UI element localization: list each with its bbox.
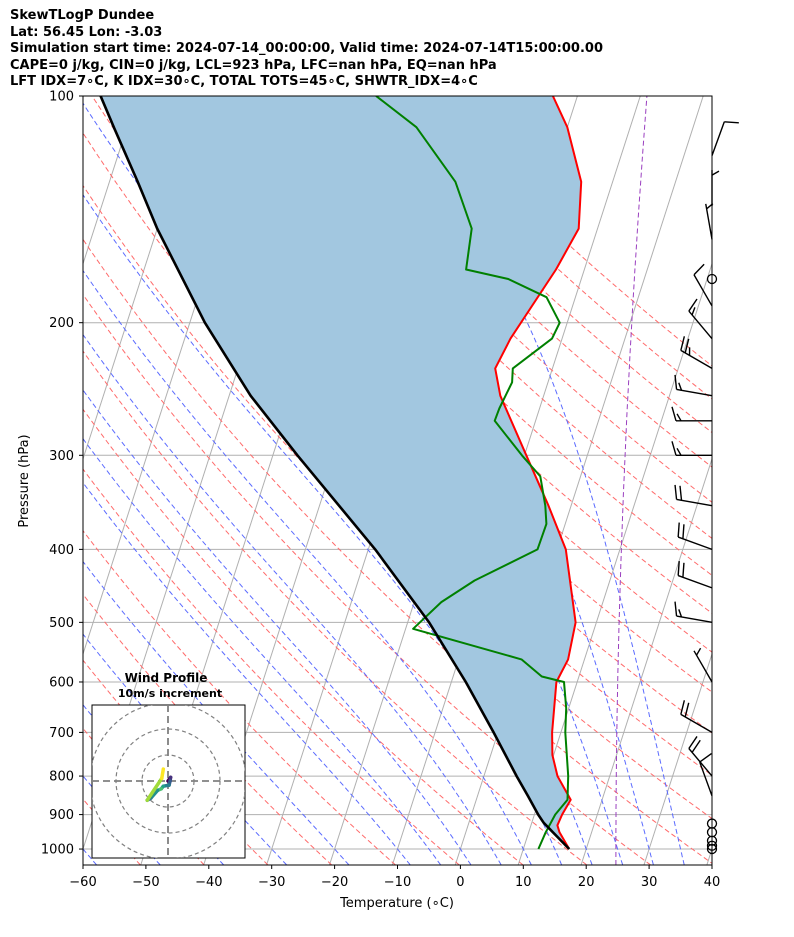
location-line: Lat: 56.45 Lon: -3.03 bbox=[10, 24, 163, 40]
wind-barb bbox=[674, 601, 713, 624]
isotherm-line bbox=[517, 262, 712, 865]
x-tick-label: 30 bbox=[641, 875, 658, 890]
mixing-ratio-line bbox=[615, 96, 648, 865]
x-tick-label: −30 bbox=[258, 875, 285, 890]
y-tick-label: 400 bbox=[49, 543, 74, 558]
time-line: Simulation start time: 2024-07-14_00:00:… bbox=[10, 41, 603, 56]
chart-title: SkewTLogP Dundee bbox=[10, 8, 155, 23]
dry-adiabat-line bbox=[83, 238, 712, 864]
dry-adiabat-line bbox=[83, 593, 333, 865]
wind-barb bbox=[706, 840, 718, 851]
wind-barb bbox=[706, 273, 718, 285]
wind-barb bbox=[706, 843, 718, 855]
dry-adiabat-line bbox=[83, 408, 524, 865]
wind-barb bbox=[671, 406, 712, 422]
wind-barb bbox=[688, 736, 713, 777]
dry-adiabat-line bbox=[319, 96, 712, 468]
moist-adiabat-line bbox=[83, 333, 502, 865]
y-tick-label: 300 bbox=[49, 449, 74, 464]
y-tick-label: 500 bbox=[49, 616, 74, 631]
wind-barb bbox=[674, 374, 713, 397]
cin-shading bbox=[100, 96, 582, 849]
x-tick-label: −10 bbox=[384, 875, 411, 890]
dewpoint-profile bbox=[375, 96, 570, 850]
moist-adiabat-line bbox=[83, 848, 97, 865]
y-tick-label: 700 bbox=[49, 726, 74, 741]
isotherm-line bbox=[706, 847, 712, 865]
wind-barb bbox=[711, 170, 720, 207]
dry-adiabat-line bbox=[83, 184, 712, 820]
y-tick-label: 800 bbox=[49, 770, 74, 785]
isotherm-line bbox=[0, 96, 74, 865]
wind-barb bbox=[677, 561, 713, 589]
mixing-ratio-line bbox=[773, 96, 790, 865]
dry-adiabat-line bbox=[83, 293, 651, 865]
wind-barb bbox=[693, 263, 713, 307]
inset-title: Wind Profile bbox=[125, 671, 208, 685]
wind-barb bbox=[688, 298, 713, 340]
dry-adiabat-line bbox=[0, 96, 77, 865]
hodograph-segment bbox=[160, 767, 166, 781]
isotherm-line bbox=[0, 96, 11, 865]
wind-barb bbox=[706, 818, 718, 829]
wind-barb bbox=[680, 336, 713, 370]
y-tick-label: 600 bbox=[49, 675, 74, 690]
moist-adiabat-line bbox=[83, 389, 472, 865]
inset-subtitle: 10m/s increment bbox=[118, 687, 222, 700]
x-tick-label: 0 bbox=[456, 875, 464, 890]
wind-barb bbox=[674, 484, 713, 507]
x-tick-label: 20 bbox=[578, 875, 595, 890]
parcel-profile bbox=[99, 96, 571, 850]
dry-adiabat-line bbox=[83, 468, 460, 865]
indices-line: LFT IDX=7∘C, K IDX=30∘C, TOTAL TOTS=45∘C… bbox=[10, 74, 478, 89]
dry-adiabat-line bbox=[83, 529, 396, 865]
chart-header: SkewTLogP Dundee Lat: 56.45 Lon: -3.03 S… bbox=[10, 8, 603, 91]
x-tick-label: −50 bbox=[132, 875, 159, 890]
wind-barb bbox=[699, 752, 713, 797]
dry-adiabat-line bbox=[254, 96, 712, 540]
x-tick-label: −40 bbox=[195, 875, 222, 890]
isotherm-line bbox=[580, 457, 712, 865]
wind-profile-inset: Wind Profile 10m/s increment bbox=[91, 671, 246, 859]
moist-adiabat-line bbox=[83, 437, 442, 865]
x-tick-label: 40 bbox=[704, 875, 721, 890]
dry-adiabat-line bbox=[287, 96, 712, 503]
isotherm-line bbox=[643, 652, 712, 865]
temperature-profile bbox=[494, 96, 583, 850]
dry-adiabat-line bbox=[0, 96, 13, 865]
moist-adiabat-line bbox=[83, 560, 350, 865]
wind-barb bbox=[680, 700, 713, 734]
y-tick-label: 100 bbox=[49, 90, 74, 105]
cape-line: CAPE=0 j/kg, CIN=0 j/kg, LCL=923 hPa, LF… bbox=[10, 57, 497, 73]
x-axis-label: Temperature (∘C) bbox=[339, 896, 454, 911]
x-tick-label: −60 bbox=[69, 875, 96, 890]
y-axis-label: Pressure (hPa) bbox=[17, 434, 32, 527]
x-tick-label: −20 bbox=[321, 875, 348, 890]
moist-adiabat-line bbox=[380, 96, 685, 865]
y-tick-label: 200 bbox=[49, 316, 74, 331]
y-tick-label: 900 bbox=[49, 808, 74, 823]
wind-barb bbox=[671, 441, 712, 456]
x-tick-label: 10 bbox=[515, 875, 532, 890]
hodograph-segment bbox=[145, 776, 164, 802]
y-tick-label: 1000 bbox=[41, 843, 74, 858]
wind-barb bbox=[677, 522, 713, 551]
wind-barb bbox=[711, 121, 739, 156]
isotherm-line bbox=[83, 96, 138, 266]
moist-adiabat-line bbox=[83, 269, 532, 865]
wind-barb bbox=[693, 647, 713, 683]
